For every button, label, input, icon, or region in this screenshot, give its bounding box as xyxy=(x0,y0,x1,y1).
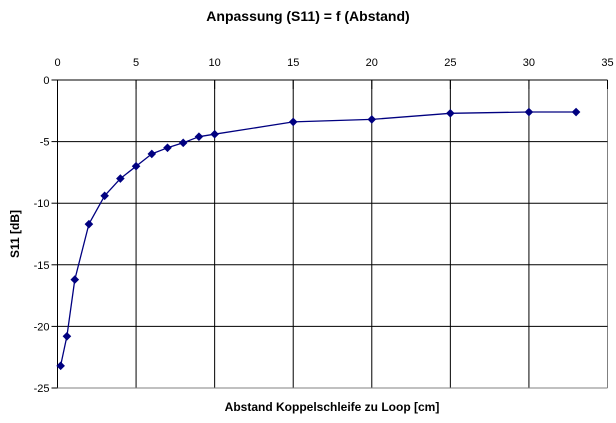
data-point-marker xyxy=(194,132,204,141)
data-point-marker xyxy=(56,361,65,371)
y-tick-label: -10 xyxy=(34,198,50,210)
data-point-marker xyxy=(210,129,219,139)
chart-title: Anpassung (S11) = f (Abstand) xyxy=(206,8,410,24)
x-tick-label: 25 xyxy=(444,57,456,69)
x-tick-label: 10 xyxy=(209,57,221,69)
data-point-marker xyxy=(116,174,125,183)
x-tick-label: 0 xyxy=(54,57,60,69)
y-tick-label: -5 xyxy=(40,137,50,149)
x-tick-label: 5 xyxy=(133,57,139,69)
data-point-marker xyxy=(62,331,72,341)
data-point-marker xyxy=(571,107,581,117)
y-tick-label: -25 xyxy=(34,383,50,395)
y-tick-label: -20 xyxy=(34,321,50,333)
data-point-marker xyxy=(524,107,534,117)
data-point-marker xyxy=(147,149,157,159)
y-tick-label: 0 xyxy=(43,75,49,87)
data-point-marker xyxy=(288,117,298,127)
x-tick-label: 20 xyxy=(366,57,378,69)
data-point-marker xyxy=(163,143,172,153)
data-point-marker xyxy=(84,219,94,229)
data-point-marker xyxy=(446,108,455,118)
x-axis-title: Abstand Koppelschleife zu Loop [cm] xyxy=(224,400,440,414)
x-tick-label: 15 xyxy=(287,57,299,69)
x-tick-label: 35 xyxy=(601,57,613,69)
data-point-marker xyxy=(70,275,80,284)
data-point-marker xyxy=(131,161,141,171)
y-tick-label: -15 xyxy=(34,260,50,272)
x-tick-label: 30 xyxy=(523,57,535,69)
data-point-marker xyxy=(178,138,188,148)
series-line xyxy=(59,111,577,366)
data-point-marker xyxy=(367,115,377,124)
data-point-marker xyxy=(100,191,109,201)
